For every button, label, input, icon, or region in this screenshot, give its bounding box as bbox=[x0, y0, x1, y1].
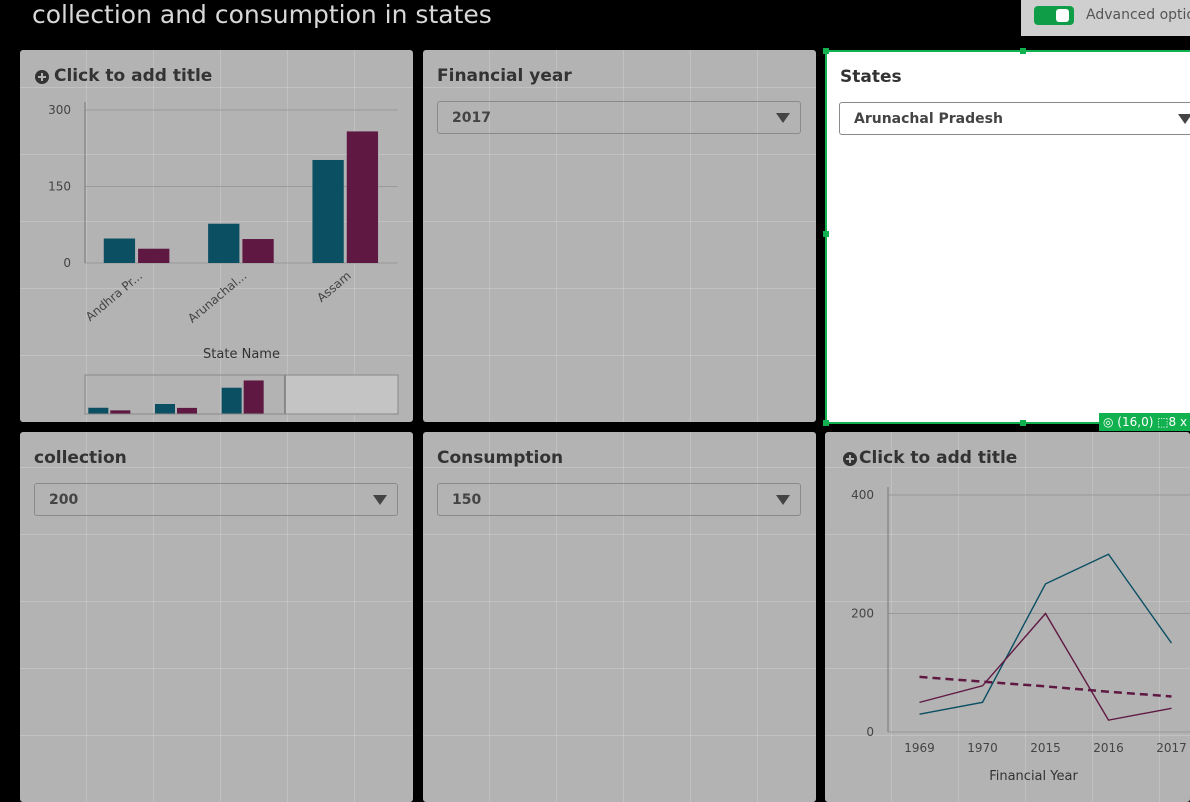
add-icon[interactable] bbox=[842, 451, 858, 467]
bar bbox=[312, 159, 344, 263]
filter-panel[interactable]: Financial year 2017 bbox=[423, 50, 816, 422]
mini-chart-frame bbox=[84, 374, 399, 415]
x-tick-label: 2017 bbox=[1156, 741, 1187, 755]
mini-bar bbox=[88, 407, 109, 414]
x-tick-label: 1969 bbox=[904, 741, 935, 755]
filter-panel-selected[interactable]: States Arunachal Pradesh bbox=[823, 48, 1190, 426]
x-tick-label: Arunachal... bbox=[185, 269, 249, 326]
dropdown-value: 200 bbox=[49, 492, 79, 508]
position-badge: ◎ (16,0) ⬚8 x bbox=[1099, 413, 1190, 431]
dropdown[interactable]: 200 bbox=[34, 483, 398, 516]
line bbox=[919, 612, 1172, 721]
y-tick-label: 300 bbox=[48, 103, 71, 117]
line-chart-panel[interactable]: Click to add title 0 200 400 Financial Year… bbox=[825, 432, 1190, 802]
resize-handle[interactable] bbox=[823, 48, 829, 54]
x-tick-label: 2015 bbox=[1030, 741, 1061, 755]
toggle-switch[interactable] bbox=[1034, 6, 1074, 25]
bar bbox=[242, 239, 274, 263]
bar bbox=[346, 131, 379, 263]
filter-panel[interactable]: Consumption 150 bbox=[423, 432, 816, 802]
advanced-toggle[interactable]: Advanced options bbox=[1021, 0, 1190, 36]
dropdown[interactable]: 2017 bbox=[437, 101, 801, 134]
panel-title: Consumption bbox=[437, 448, 564, 468]
dropdown-arrow bbox=[776, 113, 790, 123]
add-icon[interactable] bbox=[34, 69, 50, 85]
resize-handle[interactable] bbox=[1020, 420, 1026, 426]
x-axis-title: State Name bbox=[203, 347, 280, 362]
y-tick-label: 400 bbox=[851, 488, 874, 502]
dropdown[interactable]: Arunachal Pradesh bbox=[839, 102, 1190, 135]
badge-size: 8 x bbox=[1168, 415, 1188, 429]
sheet-title: collection and consumption in states bbox=[32, 0, 492, 29]
trend-line bbox=[919, 675, 1172, 698]
dropdown-arrow bbox=[1178, 114, 1190, 124]
panel-title[interactable]: Click to add title bbox=[54, 66, 213, 86]
resize-handle[interactable] bbox=[823, 231, 829, 237]
y-tick-label: 200 bbox=[851, 607, 874, 621]
mini-bar bbox=[110, 410, 131, 414]
dropdown-value: 2017 bbox=[452, 110, 491, 126]
dropdown-value: Arunachal Pradesh bbox=[854, 111, 1003, 127]
panel-title: collection bbox=[34, 448, 127, 468]
x-tick-label: Andhra Pr... bbox=[83, 269, 145, 324]
y-tick-label: 150 bbox=[48, 180, 71, 194]
toggle-knob bbox=[1056, 9, 1069, 22]
mini-bar bbox=[177, 407, 197, 414]
y-tick-label: 0 bbox=[63, 256, 71, 270]
x-tick-label: 1970 bbox=[967, 741, 998, 755]
chart: 0 150 300 State Name Andhra Pr... Arunachal..… bbox=[48, 102, 399, 415]
panel-title: States bbox=[840, 67, 902, 87]
chart: 0 200 400 Financial Year 1969 1970 2015 2016 201… bbox=[851, 487, 1190, 784]
toggle-label: Advanced options bbox=[1086, 7, 1190, 23]
x-tick-label: 2016 bbox=[1093, 741, 1124, 755]
panel-title: Financial year bbox=[437, 66, 572, 86]
dropdown-arrow bbox=[776, 495, 790, 505]
y-tick-label: 0 bbox=[866, 725, 874, 739]
dropdown-value: 150 bbox=[452, 492, 482, 508]
x-axis-title: Financial Year bbox=[989, 769, 1078, 784]
bar bbox=[103, 238, 136, 263]
x-tick-label: Assam bbox=[314, 269, 353, 305]
mini-bar bbox=[221, 387, 242, 414]
mini-chart-bg bbox=[285, 375, 398, 414]
bar bbox=[208, 223, 240, 263]
resize-handle[interactable] bbox=[823, 420, 829, 426]
mini-bar bbox=[155, 403, 175, 414]
dropdown[interactable]: 150 bbox=[437, 483, 801, 516]
badge-position: (16,0) bbox=[1117, 415, 1154, 429]
dropdown-arrow bbox=[373, 495, 387, 505]
bar bbox=[138, 248, 170, 263]
mini-bar bbox=[243, 380, 264, 414]
filter-panel[interactable]: collection 200 bbox=[20, 432, 413, 802]
panel-title[interactable]: Click to add title bbox=[859, 448, 1018, 468]
resize-handle[interactable] bbox=[1020, 48, 1026, 54]
line bbox=[919, 553, 1173, 715]
bar-chart-panel[interactable]: Click to add title 0 150 300 State Name Andh… bbox=[20, 50, 413, 422]
